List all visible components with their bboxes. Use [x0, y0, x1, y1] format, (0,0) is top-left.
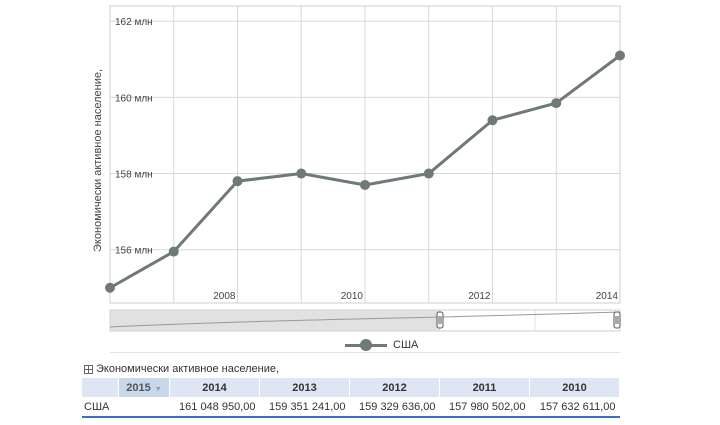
- row-label: США: [82, 397, 119, 418]
- column-header-2014[interactable]: 2014: [169, 378, 260, 397]
- data-point: [551, 98, 562, 109]
- plot-frame: [109, 5, 621, 304]
- x-tick-label: 2010: [341, 291, 364, 302]
- series-layer: [105, 50, 625, 293]
- column-header-2013[interactable]: 2013: [259, 378, 350, 397]
- data-point: [423, 168, 434, 179]
- y-tick-label: 156 млн: [115, 246, 153, 257]
- column-header-2011[interactable]: 2011: [439, 378, 530, 397]
- data-point: [168, 246, 179, 257]
- x-tick-labels: 2008 2010 2012 2014: [213, 291, 618, 302]
- y-axis-label: Экономически активное население,: [92, 69, 104, 252]
- sort-arrow-icon[interactable]: ▼: [154, 385, 162, 393]
- header-corner: [82, 378, 119, 397]
- y-tick-labels: 156 млн 158 млн 160 млн 162 млн: [115, 17, 153, 256]
- data-point: [105, 282, 115, 293]
- x-tick-label: 2012: [468, 291, 491, 302]
- data-grid: 2015 ▼ 2014 2013 2012 2011 2010 США 161 0…: [82, 378, 620, 418]
- population-line-chart: 156 млн 158 млн 160 млн 162 млн 2008 2010 201…: [92, 5, 625, 332]
- cell-2012[interactable]: 159 329 636,00: [349, 397, 440, 418]
- legend-divider: [110, 352, 620, 353]
- y-tick-label: 160 млн: [115, 93, 153, 104]
- cell-2010[interactable]: 157 632 611,00: [529, 397, 620, 418]
- x-tick-label: 2008: [213, 291, 236, 302]
- column-header-2010[interactable]: 2010: [529, 378, 620, 397]
- data-point: [232, 176, 243, 187]
- chart-legend[interactable]: США: [345, 337, 418, 353]
- range-navigator[interactable]: [109, 309, 621, 332]
- column-header-2012[interactable]: 2012: [349, 378, 440, 397]
- gridlines: [110, 6, 620, 303]
- table-row: США 161 048 950,00 159 351 241,00 159 32…: [82, 397, 620, 418]
- navigator-trend-line: [109, 311, 621, 328]
- legend-marker-icon: [345, 339, 387, 351]
- data-point: [615, 50, 625, 61]
- navigator-shaded-range: [110, 310, 440, 331]
- cell-2014[interactable]: 161 048 950,00: [169, 397, 260, 418]
- legend-label-usa: США: [393, 339, 419, 351]
- plot-border: [109, 5, 621, 304]
- data-point: [487, 115, 498, 126]
- navigator-handle[interactable]: [613, 311, 621, 329]
- data-grid-caption: Экономически активное население,: [84, 363, 279, 375]
- table-icon: [84, 364, 93, 374]
- cell-2011[interactable]: 157 980 502,00: [439, 397, 530, 418]
- cell-2013[interactable]: 159 351 241,00: [259, 397, 350, 418]
- data-point: [360, 179, 370, 190]
- y-tick-label: 162 млн: [115, 17, 153, 28]
- data-grid-header: 2015 ▼ 2014 2013 2012 2011 2010: [82, 378, 620, 397]
- y-tick-label: 158 млн: [115, 170, 153, 181]
- cell-2015[interactable]: [118, 397, 170, 418]
- x-tick-label: 2014: [596, 291, 619, 302]
- data-grid-title: Экономически активное население,: [96, 363, 280, 375]
- column-header-2015[interactable]: 2015 ▼: [118, 378, 170, 397]
- navigator-handle[interactable]: [436, 311, 444, 329]
- data-point: [296, 168, 307, 179]
